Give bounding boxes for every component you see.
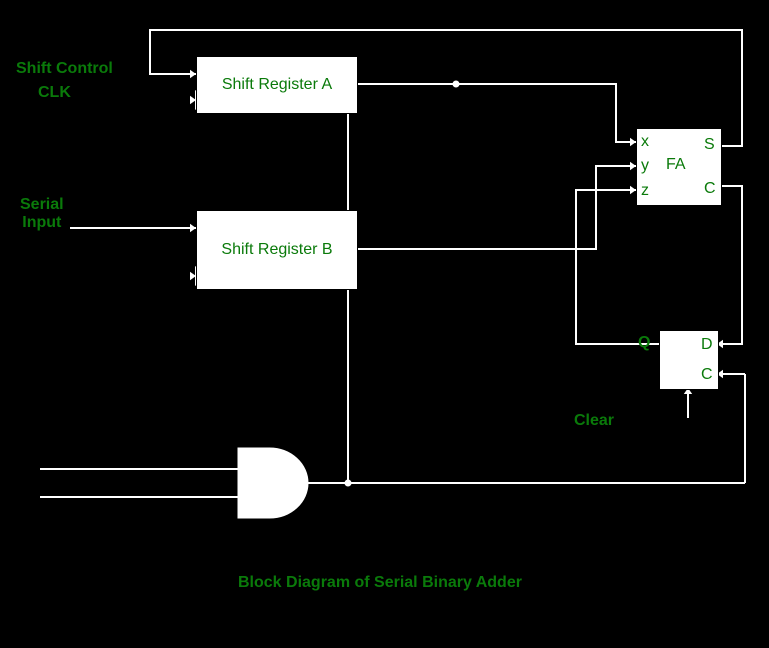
clk-label: CLK [38, 84, 71, 102]
fa-z-label: z [641, 182, 649, 200]
diagram-title: Block Diagram of Serial Binary Adder [238, 574, 522, 592]
serial-input-label: Serial Input [20, 196, 64, 232]
fa-y-label: y [641, 157, 649, 175]
fa-c-label: C [704, 180, 716, 198]
fa-s-label: S [704, 136, 715, 154]
clear-label: Clear [574, 412, 614, 430]
shift-register-b: Shift Register B [196, 210, 358, 290]
shift-register-a-label: Shift Register A [222, 76, 332, 94]
shift-control-label: Shift Control [16, 60, 113, 78]
shift-register-a: Shift Register A [196, 56, 358, 114]
dff-c-label: C [701, 366, 713, 384]
fa-label: FA [666, 156, 686, 174]
q-label: Q [638, 334, 650, 352]
fa-x-label: x [641, 133, 649, 151]
dff-d-label: D [701, 336, 713, 354]
shift-register-b-label: Shift Register B [221, 241, 332, 259]
